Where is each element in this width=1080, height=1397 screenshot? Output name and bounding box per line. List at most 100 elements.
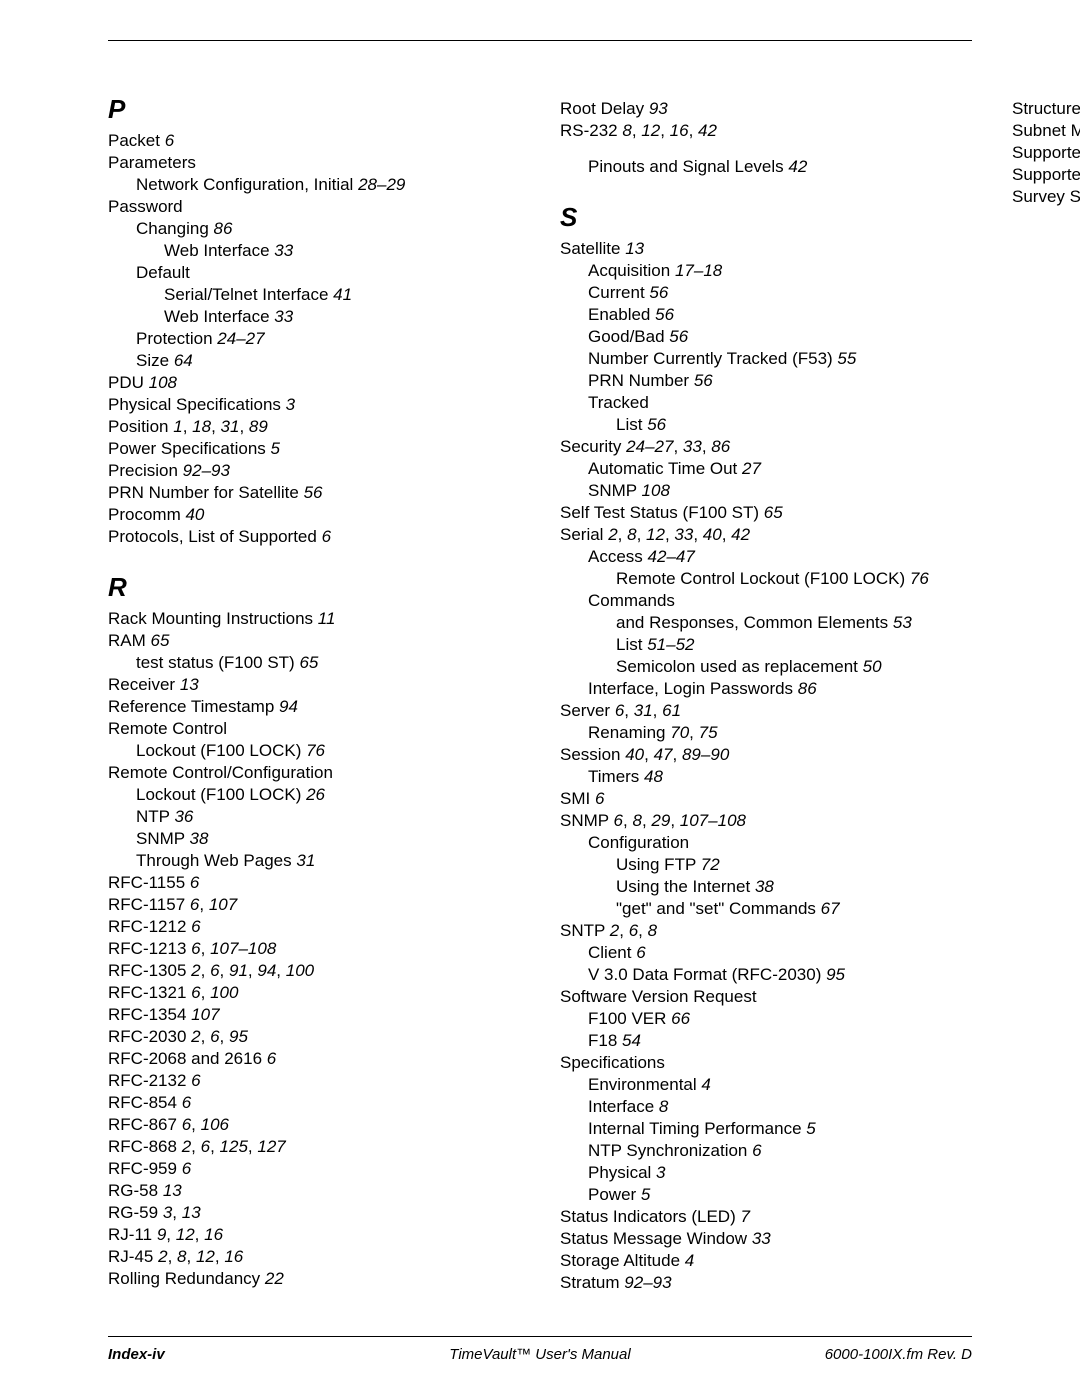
index-entry: Internal Timing Performance 5 xyxy=(560,1118,972,1140)
index-entry-text: Serial xyxy=(560,525,603,544)
index-entry-text: Commands xyxy=(588,591,675,610)
index-entry: RS-232 8, 12, 16, 42 xyxy=(560,120,972,142)
index-entry-pages: 2, 6, 91, 94, 100 xyxy=(191,961,314,980)
index-entry-text: Self Test Status (F100 ST) xyxy=(560,503,759,522)
index-entry: PRN Number for Satellite 56 xyxy=(108,482,520,504)
index-entry-pages: 6 xyxy=(191,917,200,936)
index-entry-pages: 31 xyxy=(296,851,315,870)
index-entry-text: and Responses, Common Elements xyxy=(616,613,888,632)
index-entry: RFC-1354 107 xyxy=(108,1004,520,1026)
index-entry: Supported Applications 8 xyxy=(1012,142,1080,164)
index-entry-text: Physical xyxy=(588,1163,651,1182)
index-entry-pages: 50 xyxy=(863,657,882,676)
index-entry-pages: 95 xyxy=(826,965,845,984)
index-entry-text: Default xyxy=(136,263,190,282)
index-entry: F100 VER 66 xyxy=(560,1008,972,1030)
index-entry: Commands xyxy=(560,590,972,612)
index-entry-pages: 38 xyxy=(190,829,209,848)
index-entry: Interface, Login Passwords 86 xyxy=(560,678,972,700)
index-entry-pages: 40 xyxy=(185,505,204,524)
index-entry-text: Pinouts and Signal Levels xyxy=(588,157,784,176)
index-entry-text: Remote Control xyxy=(108,719,227,738)
index-entry-text: Timers xyxy=(588,767,639,786)
index-entry: test status (F100 ST) 65 xyxy=(108,652,520,674)
index-entry-text: Interface, Login Passwords xyxy=(588,679,793,698)
index-entry: RFC-2068 and 2616 6 xyxy=(108,1048,520,1070)
index-entry: Client 6 xyxy=(560,942,972,964)
index-entry-pages: 33 xyxy=(274,241,293,260)
index-entry: List 51–52 xyxy=(560,634,972,656)
index-entry-pages: 67 xyxy=(821,899,840,918)
index-entry: RFC-1305 2, 6, 91, 94, 100 xyxy=(108,960,520,982)
index-entry-pages: 3, 13 xyxy=(163,1203,201,1222)
index-entry: RG-59 3, 13 xyxy=(108,1202,520,1224)
index-entry-text: Security xyxy=(560,437,621,456)
index-entry-pages: 33 xyxy=(274,307,293,326)
index-entry: Password xyxy=(108,196,520,218)
index-entry-text: Software Version Request xyxy=(560,987,757,1006)
index-entry-pages: 28–29 xyxy=(358,175,405,194)
index-entry-text: Web Interface xyxy=(164,241,270,260)
index-entry-text: Supported Protocols xyxy=(1012,165,1080,184)
index-entry-pages: 2, 8, 12, 16 xyxy=(158,1247,243,1266)
index-entry: Lockout (F100 LOCK) 76 xyxy=(108,740,520,762)
index-entry-pages: 86 xyxy=(214,219,233,238)
index-entry-text: Structure of Management Information (SMI… xyxy=(1012,99,1080,118)
index-entry: Power Specifications 5 xyxy=(108,438,520,460)
index-entry-pages: 9, 12, 16 xyxy=(157,1225,223,1244)
index-entry-text: RFC-2030 xyxy=(108,1027,186,1046)
index-entry: Using FTP 72 xyxy=(560,854,972,876)
index-entry-pages: 22 xyxy=(265,1269,284,1288)
index-entry-text: RFC-1213 xyxy=(108,939,186,958)
index-entry-text: Network Configuration, Initial xyxy=(136,175,353,194)
index-entry-pages: 64 xyxy=(174,351,193,370)
index-entry-text: RFC-854 xyxy=(108,1093,177,1112)
index-entry: Access 42–47 xyxy=(560,546,972,568)
index-entry-text: SNMP xyxy=(136,829,185,848)
index-entry: Self Test Status (F100 ST) 65 xyxy=(560,502,972,524)
index-entry-pages: 13 xyxy=(163,1181,182,1200)
index-entry-text: RJ-11 xyxy=(108,1225,152,1244)
section-head-R: R xyxy=(108,576,520,598)
index-entry-text: Good/Bad xyxy=(588,327,665,346)
index-entry-pages: 2, 6, 95 xyxy=(191,1027,248,1046)
index-entry: Lockout (F100 LOCK) 26 xyxy=(108,784,520,806)
index-entry-pages: 94 xyxy=(279,697,298,716)
index-entry: Size 64 xyxy=(108,350,520,372)
index-entry-text: Survey Static Mode xyxy=(1012,187,1080,206)
index-entry-text: RFC-1305 xyxy=(108,961,186,980)
index-entry-text: NTP Synchronization xyxy=(588,1141,747,1160)
index-entry-text: Status Message Window xyxy=(560,1229,747,1248)
index-entry-pages: 8 xyxy=(659,1097,668,1116)
index-entry: Renaming 70, 75 xyxy=(560,722,972,744)
index-entry-pages: 33 xyxy=(752,1229,771,1248)
index-entry-pages: 55 xyxy=(837,349,856,368)
index-entry: Environmental 4 xyxy=(560,1074,972,1096)
index-entry: Subnet Mask (F100 SM) 63 xyxy=(1012,120,1080,142)
index-entry-pages: 6 xyxy=(322,527,331,546)
top-rule xyxy=(108,40,972,41)
index-entry-text: RS-232 xyxy=(560,121,618,140)
index-entry-text: Acquisition xyxy=(588,261,670,280)
index-entry: RFC-1212 6 xyxy=(108,916,520,938)
index-entry-pages: 4 xyxy=(685,1251,694,1270)
index-entry: Software Version Request xyxy=(560,986,972,1008)
index-entry-text: Through Web Pages xyxy=(136,851,292,870)
index-entry: Stratum 92–93 xyxy=(560,1272,972,1294)
index-entry-pages: 70, 75 xyxy=(670,723,717,742)
index-entry-pages: 26 xyxy=(306,785,325,804)
index-entry-text: Current xyxy=(588,283,645,302)
index-entry: Configuration xyxy=(560,832,972,854)
index-entry-text: Password xyxy=(108,197,183,216)
index-entry: Server 6, 31, 61 xyxy=(560,700,972,722)
index-entry-text: Web Interface xyxy=(164,307,270,326)
index-entry-text: Number Currently Tracked (F53) xyxy=(588,349,833,368)
index-entry-text: PDU xyxy=(108,373,144,392)
index-entry-pages: 65 xyxy=(151,631,170,650)
index-entry: PRN Number 56 xyxy=(560,370,972,392)
index-entry: Power 5 xyxy=(560,1184,972,1206)
index-entry-pages: 24–27, 33, 86 xyxy=(626,437,730,456)
index-entry: RG-58 13 xyxy=(108,1180,520,1202)
index-entry-text: "get" and "set" Commands xyxy=(616,899,816,918)
index-entry-text: RFC-1321 xyxy=(108,983,186,1002)
